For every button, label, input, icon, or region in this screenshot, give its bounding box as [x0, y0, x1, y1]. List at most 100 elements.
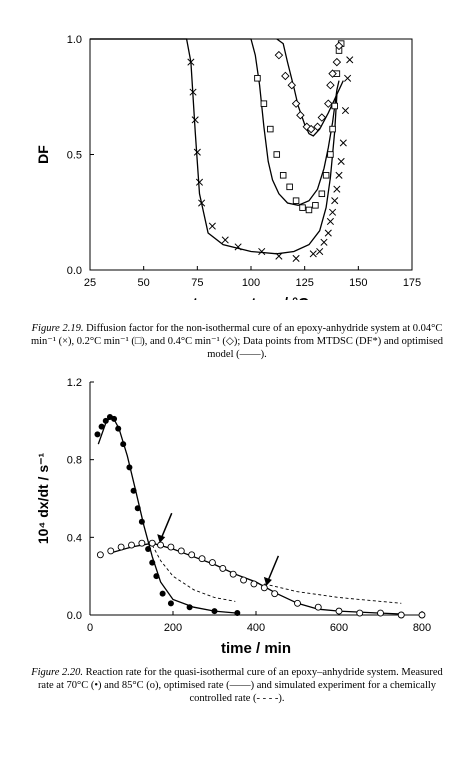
data-point-cross	[309, 250, 317, 258]
data-point-square	[273, 151, 281, 158]
data-point-cross	[337, 157, 345, 165]
data-point-diamond	[296, 110, 305, 120]
x-tick-label: 175	[403, 277, 421, 289]
data-point-filled-circle	[167, 600, 174, 607]
data-point-cross	[346, 56, 354, 64]
data-point-filled-circle	[102, 417, 109, 424]
data-point-cross	[198, 199, 206, 207]
data-point-open-circle	[198, 555, 206, 563]
data-point-open-circle	[229, 570, 237, 578]
data-point-diamond	[274, 50, 284, 60]
data-point-open-circle	[177, 547, 185, 555]
data-point-cross	[193, 148, 201, 156]
data-point-square	[305, 206, 313, 214]
simulated-rate-curve	[151, 544, 236, 602]
y-tick-label: 0.8	[67, 455, 82, 467]
data-point-square	[312, 202, 319, 209]
data-point-cross	[320, 238, 328, 246]
data-point-open-circle	[138, 539, 146, 547]
data-point-filled-circle	[134, 505, 141, 512]
data-point-filled-circle	[186, 604, 193, 611]
data-point-diamond	[326, 80, 335, 90]
data-point-diamond	[317, 113, 327, 122]
arrow-annotation	[157, 512, 173, 544]
data-point-open-circle	[335, 607, 343, 615]
chart-diffusion-factor: 25 50 75 100 125 150 175 0.0 0.5 1.0 temperature /…	[35, 34, 421, 312]
data-point-square	[267, 125, 274, 133]
data-point-cross	[329, 208, 337, 216]
data-point-cross	[189, 88, 197, 96]
x-tick-label: 200	[164, 622, 182, 634]
data-point-filled-circle	[149, 559, 156, 566]
y-tick-label: 0.0	[67, 265, 82, 277]
caption-label: Figure 2.20.	[31, 667, 84, 678]
y-tick-label: 0.0	[67, 610, 82, 622]
plot-frame	[89, 38, 413, 271]
data-point-square	[327, 151, 334, 158]
data-point-square	[279, 172, 287, 179]
data-point-open-circle	[148, 539, 156, 547]
x-tick-label: 125	[295, 277, 313, 289]
data-point-square	[322, 172, 330, 179]
data-point-cross	[187, 58, 195, 66]
data-point-open-circle	[188, 551, 196, 559]
data-point-cross	[191, 116, 199, 124]
caption-text: Reaction rate for the quasi-isothermal c…	[37, 667, 443, 704]
data-point-open-circle	[260, 584, 268, 592]
model-curve	[97, 415, 238, 614]
data-point-filled-circle	[126, 464, 133, 471]
data-point-square	[318, 190, 326, 198]
model-curve	[90, 38, 338, 255]
data-point-open-circle	[219, 564, 227, 572]
data-point-diamond	[313, 122, 322, 132]
data-point-filled-circle	[115, 425, 122, 432]
data-point-cross	[339, 139, 347, 147]
x-axis-title: time / min	[221, 640, 291, 657]
data-point-open-circle	[157, 541, 165, 549]
chart-reaction-rate: 0 200 400 600 800 0.0 0.4 0.8 1.2 time / min 10⁴ d…	[35, 377, 431, 657]
data-point-cross	[324, 229, 332, 237]
y-tick-label: 0.5	[67, 150, 82, 162]
figure-2-20: 0 200 400 600 800 0.0 0.4 0.8 1.2 time / min 10⁴ d…	[0, 370, 474, 665]
data-point-open-circle	[294, 599, 301, 607]
model-curve	[276, 38, 344, 137]
data-point-open-circle	[128, 541, 135, 549]
data-point-filled-circle	[234, 610, 241, 617]
caption-text: Diffusion factor for the non-isothermal …	[30, 323, 444, 360]
data-point-diamond	[291, 99, 301, 108]
x-tick-label: 400	[247, 622, 265, 634]
y-tick-label: 1.2	[67, 377, 82, 389]
data-point-open-circle	[418, 611, 426, 619]
x-tick-label: 150	[349, 277, 367, 289]
data-point-cross	[344, 74, 352, 82]
data-point-filled-circle	[145, 545, 152, 552]
x-tick-label: 800	[413, 622, 431, 634]
x-tick-label: 25	[84, 277, 96, 289]
data-point-cross	[292, 254, 300, 263]
data-point-square	[331, 102, 338, 110]
data-point-square	[286, 183, 293, 191]
data-point-diamond	[281, 71, 290, 81]
data-point-open-circle	[250, 580, 258, 588]
y-tick-label: 0.4	[67, 532, 82, 544]
data-point-open-circle	[240, 576, 248, 584]
caption-label: Figure 2.19.	[31, 323, 84, 334]
data-point-cross	[326, 217, 334, 226]
data-point-open-circle	[314, 603, 322, 611]
model-curve	[110, 542, 402, 615]
data-point-cross	[234, 243, 242, 251]
data-point-filled-circle	[153, 573, 160, 580]
y-axis-title: DF	[35, 145, 51, 164]
y-axis-title: 10⁴ dx/dt / s⁻¹	[35, 452, 51, 544]
data-point-open-circle	[208, 559, 216, 567]
data-point-diamond	[334, 41, 344, 51]
data-point-cross	[221, 236, 229, 244]
data-point-diamond	[287, 80, 297, 90]
data-point-cross	[341, 107, 350, 115]
data-point-cross	[208, 222, 216, 230]
x-tick-label: 0	[87, 622, 93, 634]
data-point-filled-circle	[94, 431, 101, 438]
data-point-filled-circle	[159, 590, 166, 597]
data-point-diamond	[328, 69, 337, 78]
data-point-open-circle	[271, 590, 279, 598]
